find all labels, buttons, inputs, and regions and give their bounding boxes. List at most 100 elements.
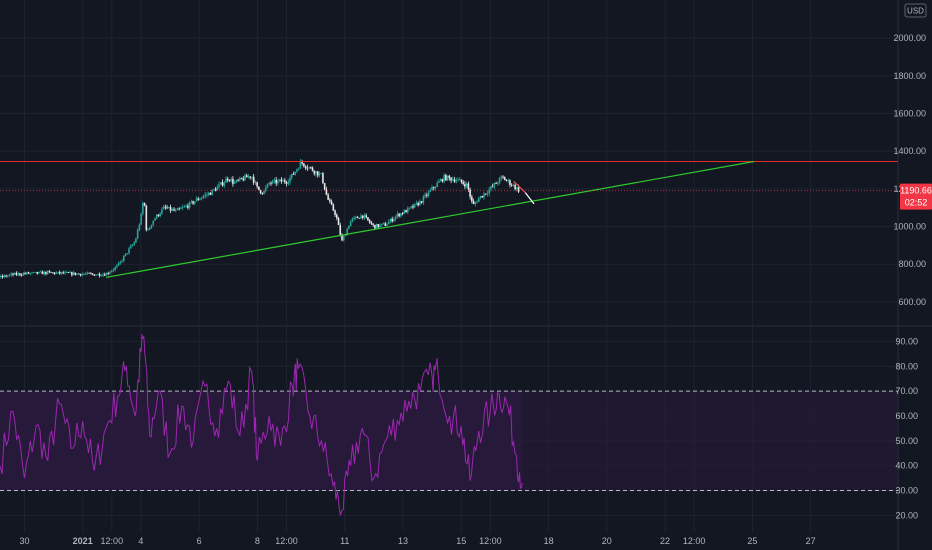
- candle-body: [322, 173, 324, 184]
- candle-body: [174, 209, 177, 211]
- time-tick-label: 8: [255, 536, 260, 546]
- price-tick-label: 800.00: [898, 259, 926, 269]
- candle-body: [239, 177, 241, 181]
- candle-body: [358, 218, 361, 219]
- candle-body: [368, 220, 371, 223]
- candle-body: [136, 230, 139, 239]
- candle-body: [393, 218, 395, 222]
- candle-body: [123, 255, 125, 261]
- candle-body: [53, 272, 56, 274]
- last-price-tag[interactable]: 1190.66 02:52: [900, 183, 932, 210]
- candle-body: [95, 274, 97, 276]
- candle-body: [142, 202, 144, 214]
- candle-body: [233, 182, 236, 184]
- rsi-tick-label: 60.00: [895, 411, 918, 421]
- candle-body: [445, 175, 447, 181]
- candle-body: [356, 216, 359, 219]
- candle-body: [330, 201, 333, 205]
- candle-body: [202, 196, 205, 198]
- candle-body: [247, 176, 250, 178]
- candle-body: [318, 173, 321, 176]
- rsi-band-history: [0, 391, 523, 491]
- candle-body: [372, 223, 374, 225]
- candle-body: [22, 273, 25, 276]
- last-price-value: 1190.66: [900, 186, 932, 196]
- candle-body: [329, 199, 331, 202]
- candle-body: [261, 192, 264, 194]
- candle-body: [110, 270, 113, 273]
- candle-body: [114, 267, 116, 270]
- candle-body: [43, 271, 45, 275]
- candle-body: [157, 214, 160, 216]
- candle-body: [289, 177, 291, 183]
- candle-body: [161, 209, 163, 214]
- time-tick-label: 12:00: [101, 536, 124, 546]
- price-tick-label: 1400.00: [893, 146, 926, 156]
- candle-body: [502, 176, 504, 178]
- candle-body: [109, 272, 111, 274]
- candle-body: [119, 261, 122, 264]
- candle-body: [464, 183, 466, 187]
- candle-body: [17, 273, 19, 275]
- candle-body: [419, 201, 421, 206]
- trend-line[interactable]: [105, 160, 755, 278]
- candle-body: [335, 214, 338, 219]
- candle-body: [334, 210, 336, 215]
- drawing-segment[interactable]: [524, 192, 535, 205]
- candle-body: [490, 186, 492, 190]
- candle-body: [488, 189, 490, 194]
- candle-body: [311, 167, 314, 171]
- candle-body: [58, 271, 61, 274]
- candle-body: [223, 182, 226, 186]
- candle-body: [495, 183, 497, 184]
- rsi-tick-label: 70.00: [895, 386, 918, 396]
- candle-body: [228, 180, 231, 181]
- currency-badge[interactable]: USD: [904, 3, 927, 18]
- last-price-tag-box: [900, 183, 932, 210]
- candle-body: [245, 175, 248, 178]
- candle-body: [20, 274, 23, 276]
- candle-body: [474, 202, 477, 204]
- time-tick-label: 6: [197, 536, 202, 546]
- candle-body: [292, 173, 295, 175]
- time-tick-label: 11: [340, 536, 349, 546]
- candle-body: [38, 271, 40, 274]
- candle-body: [424, 194, 426, 197]
- candle-body: [486, 193, 489, 195]
- candle-body: [405, 210, 407, 213]
- candle-body: [483, 193, 485, 198]
- candle-body: [374, 224, 376, 229]
- candle-body: [126, 253, 129, 254]
- candle-body: [457, 179, 459, 181]
- candle-body: [306, 167, 309, 169]
- candle-body: [381, 223, 383, 225]
- candle-body: [439, 179, 442, 182]
- candle-body: [441, 179, 444, 182]
- candle-body: [325, 189, 328, 195]
- candle-body: [79, 273, 82, 276]
- candle-body: [396, 213, 399, 217]
- candle-body: [410, 206, 413, 208]
- candle-body: [8, 274, 11, 276]
- candle-body: [438, 181, 440, 183]
- candle-body: [216, 186, 219, 191]
- candle-body: [344, 234, 347, 237]
- candle-body: [259, 189, 262, 193]
- candle-body: [509, 180, 511, 185]
- candle-body: [394, 216, 397, 219]
- candle-body: [431, 187, 433, 190]
- price-pane[interactable]: [0, 159, 898, 279]
- drawing-segment[interactable]: [513, 180, 526, 194]
- rsi-pane[interactable]: [0, 333, 898, 516]
- candle-body: [154, 218, 156, 221]
- candle-body: [301, 161, 303, 164]
- candle-body: [138, 224, 141, 231]
- rsi-tick-label: 40.00: [895, 461, 918, 471]
- candle-body: [379, 224, 381, 227]
- candle-body: [254, 182, 257, 184]
- candle-body: [116, 265, 118, 268]
- rsi-line[interactable]: [0, 333, 523, 516]
- candle-body: [271, 180, 274, 184]
- time-tick-label: 30: [19, 536, 29, 546]
